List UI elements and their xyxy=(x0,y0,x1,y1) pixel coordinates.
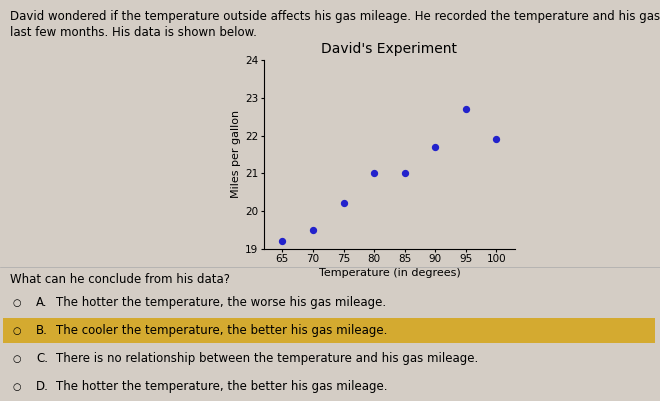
Text: The hotter the temperature, the worse his gas mileage.: The hotter the temperature, the worse hi… xyxy=(56,296,386,309)
Text: ○: ○ xyxy=(13,354,20,364)
Point xyxy=(277,238,288,244)
Point xyxy=(430,144,441,150)
Point xyxy=(308,227,318,233)
Point xyxy=(461,106,471,112)
Text: B.: B. xyxy=(36,324,48,337)
Title: David's Experiment: David's Experiment xyxy=(321,42,457,56)
Text: David wondered if the temperature outside affects his gas mileage. He recorded t: David wondered if the temperature outsid… xyxy=(10,10,660,23)
Text: ○: ○ xyxy=(13,298,20,308)
Y-axis label: Miles per gallon: Miles per gallon xyxy=(231,110,241,198)
Point xyxy=(338,200,348,207)
Text: ○: ○ xyxy=(13,382,20,392)
Text: The cooler the temperature, the better his gas mileage.: The cooler the temperature, the better h… xyxy=(56,324,387,337)
X-axis label: Temperature (in degrees): Temperature (in degrees) xyxy=(319,268,460,278)
Text: What can he conclude from his data?: What can he conclude from his data? xyxy=(10,273,230,286)
Point xyxy=(491,136,502,142)
Point xyxy=(399,170,410,176)
Point xyxy=(369,170,380,176)
Text: There is no relationship between the temperature and his gas mileage.: There is no relationship between the tem… xyxy=(56,352,479,365)
Text: ○: ○ xyxy=(13,326,20,336)
Text: last few months. His data is shown below.: last few months. His data is shown below… xyxy=(10,26,257,39)
Text: A.: A. xyxy=(36,296,48,309)
Text: C.: C. xyxy=(36,352,48,365)
Text: D.: D. xyxy=(36,381,49,393)
Text: The hotter the temperature, the better his gas mileage.: The hotter the temperature, the better h… xyxy=(56,381,387,393)
